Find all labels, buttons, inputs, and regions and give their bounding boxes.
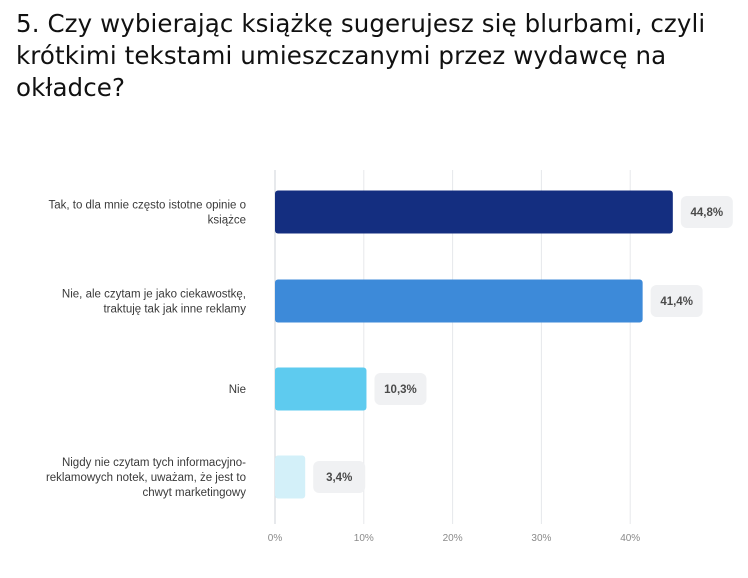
value-label: 44,8%	[691, 207, 724, 219]
x-tick-label: 20%	[443, 533, 463, 544]
category-label: Tak, to dla mnie często istotne opinie o…	[48, 200, 246, 227]
category-label: Nie, ale czytam je jako ciekawostkę, trak…	[62, 289, 246, 316]
category-label-line: traktuję tak jak inne reklamy	[103, 304, 246, 316]
value-label: 41,4%	[660, 296, 693, 308]
category-label-line: Tak, to dla mnie często istotne opinie o	[48, 200, 246, 212]
category-label-line: Nie	[229, 384, 246, 396]
value-label-badge	[680, 196, 733, 228]
value-label-badge	[313, 461, 366, 493]
x-tick-label: 0%	[268, 533, 283, 544]
bar	[275, 455, 306, 499]
question-title: 5. Czy wybierając książkę sugerujesz się…	[16, 9, 706, 102]
x-tick-label: 30%	[531, 533, 551, 544]
bar	[275, 367, 367, 411]
bar	[275, 190, 673, 234]
bar	[275, 279, 643, 323]
category-label-line: Nie, ale czytam je jako ciekawostkę,	[62, 289, 246, 301]
x-tick-label: 10%	[354, 533, 374, 544]
category-label: Nie	[229, 384, 246, 396]
value-label-badge	[650, 285, 703, 317]
category-label-line: chwyt marketingowy	[142, 487, 246, 499]
category-label-line: Nigdy nie czytam tych informacyjno-	[62, 457, 246, 469]
category-label-line: reklamowych notek, uważam, że jest to	[46, 472, 246, 484]
value-label: 3,4%	[326, 472, 352, 484]
value-label-badge	[374, 373, 427, 405]
category-label-line: książce	[208, 215, 246, 227]
value-label: 10,3%	[384, 384, 417, 396]
x-tick-label: 40%	[620, 533, 640, 544]
category-label: Nigdy nie czytam tych informacyjno-rekla…	[46, 457, 246, 499]
